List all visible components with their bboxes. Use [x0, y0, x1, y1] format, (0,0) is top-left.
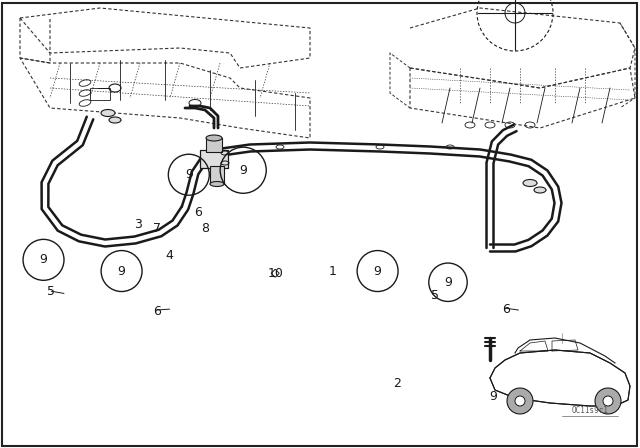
Ellipse shape: [534, 187, 546, 193]
Text: 5: 5: [47, 284, 55, 298]
Text: 5: 5: [431, 289, 439, 302]
Text: 6: 6: [153, 305, 161, 318]
Circle shape: [507, 388, 533, 414]
Text: 9: 9: [489, 390, 497, 403]
Ellipse shape: [206, 135, 222, 141]
Ellipse shape: [109, 117, 121, 123]
Text: 9: 9: [444, 276, 452, 289]
Text: 9: 9: [239, 164, 247, 177]
Text: 6: 6: [195, 206, 202, 220]
Bar: [90, 88, 110, 100]
Bar: [200, 150, 228, 168]
Ellipse shape: [101, 109, 115, 116]
Polygon shape: [490, 350, 630, 406]
Text: 3: 3: [134, 217, 141, 231]
Text: 9: 9: [185, 168, 193, 181]
Text: 9: 9: [40, 253, 47, 267]
Text: 6: 6: [502, 302, 509, 316]
Bar: [210, 166, 224, 184]
Polygon shape: [271, 269, 279, 277]
Text: 4: 4: [166, 249, 173, 262]
Ellipse shape: [523, 180, 537, 186]
Bar: [206, 138, 222, 152]
Text: 9: 9: [374, 264, 381, 278]
Text: 2: 2: [393, 376, 401, 390]
Text: 1: 1: [329, 264, 337, 278]
Text: 9: 9: [118, 264, 125, 278]
Text: 10: 10: [268, 267, 283, 280]
Circle shape: [595, 388, 621, 414]
Circle shape: [603, 396, 613, 406]
Text: 7: 7: [153, 222, 161, 235]
Circle shape: [515, 396, 525, 406]
Ellipse shape: [210, 181, 224, 186]
Text: OC11s9c1: OC11s9c1: [572, 405, 609, 414]
Text: 8: 8: [201, 222, 209, 235]
